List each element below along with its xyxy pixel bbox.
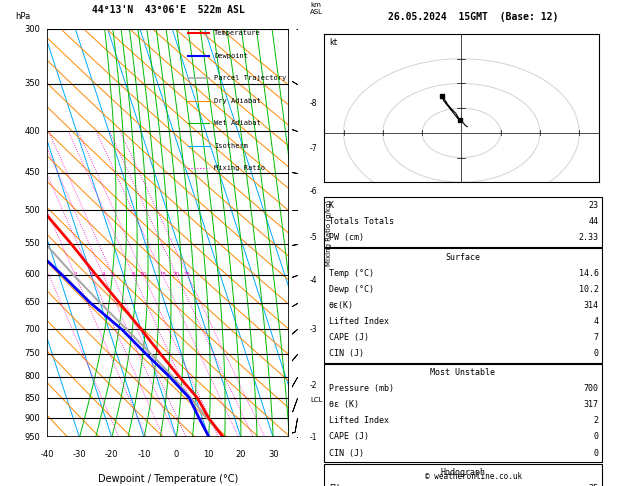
Text: 550: 550 — [24, 239, 40, 248]
Text: -30: -30 — [73, 450, 86, 459]
Text: 500: 500 — [24, 206, 40, 215]
Text: 850: 850 — [24, 394, 40, 402]
Text: CIN (J): CIN (J) — [329, 349, 364, 358]
Text: -20: -20 — [105, 450, 118, 459]
Text: 4: 4 — [101, 272, 105, 277]
Text: 800: 800 — [24, 372, 40, 381]
Text: θε(K): θε(K) — [329, 301, 354, 310]
Text: CAPE (J): CAPE (J) — [329, 333, 369, 342]
Text: 5: 5 — [111, 272, 114, 277]
Text: Temperature: Temperature — [214, 30, 261, 36]
Text: 2: 2 — [73, 272, 77, 277]
Text: 7: 7 — [594, 333, 599, 342]
Text: 2.33: 2.33 — [579, 233, 599, 242]
Text: 15: 15 — [159, 272, 166, 277]
Text: 30: 30 — [268, 450, 279, 459]
Text: 23: 23 — [589, 201, 599, 210]
Text: CAPE (J): CAPE (J) — [329, 433, 369, 441]
Text: Hodograph: Hodograph — [440, 468, 486, 477]
Text: CIN (J): CIN (J) — [329, 449, 364, 457]
Text: 314: 314 — [584, 301, 599, 310]
Text: EH: EH — [329, 484, 339, 486]
Text: Totals Totals: Totals Totals — [329, 217, 394, 226]
Text: 8: 8 — [131, 272, 135, 277]
Text: Surface: Surface — [445, 253, 481, 261]
Text: 25: 25 — [184, 272, 191, 277]
Text: 300: 300 — [24, 25, 40, 34]
Text: Dewp (°C): Dewp (°C) — [329, 285, 374, 294]
Text: Isotherm: Isotherm — [214, 142, 248, 149]
Text: PW (cm): PW (cm) — [329, 233, 364, 242]
Text: Dry Adiabat: Dry Adiabat — [214, 98, 261, 104]
Text: Lifted Index: Lifted Index — [329, 417, 389, 425]
Text: 10: 10 — [140, 272, 147, 277]
Text: -3: -3 — [310, 325, 318, 334]
Text: 14.6: 14.6 — [579, 269, 599, 278]
Text: 0: 0 — [174, 450, 179, 459]
Text: kt: kt — [330, 38, 338, 48]
Text: 44°13'N  43°06'E  522m ASL: 44°13'N 43°06'E 522m ASL — [92, 5, 245, 15]
Text: 20: 20 — [236, 450, 246, 459]
Text: Lifted Index: Lifted Index — [329, 317, 389, 326]
Text: 26.05.2024  15GMT  (Base: 12): 26.05.2024 15GMT (Base: 12) — [388, 12, 559, 22]
Text: -6: -6 — [310, 188, 318, 196]
Text: 650: 650 — [24, 298, 40, 308]
Text: Dewpoint: Dewpoint — [214, 52, 248, 59]
Text: Most Unstable: Most Unstable — [430, 368, 496, 377]
Text: 317: 317 — [584, 400, 599, 409]
Text: -4: -4 — [310, 276, 318, 285]
Text: hPa: hPa — [15, 12, 31, 21]
Text: 25: 25 — [589, 484, 599, 486]
Text: 2: 2 — [594, 417, 599, 425]
Text: -10: -10 — [137, 450, 151, 459]
Text: 44: 44 — [589, 217, 599, 226]
Text: 950: 950 — [24, 433, 40, 442]
Text: 450: 450 — [24, 168, 40, 177]
Text: 400: 400 — [24, 126, 40, 136]
Text: -7: -7 — [310, 144, 318, 153]
Text: θε (K): θε (K) — [329, 400, 359, 409]
Text: 20: 20 — [173, 272, 180, 277]
Text: km
ASL: km ASL — [310, 2, 323, 15]
Text: 750: 750 — [24, 349, 40, 358]
Text: LCL: LCL — [310, 397, 323, 403]
Text: 0: 0 — [594, 349, 599, 358]
Text: Wet Adiabat: Wet Adiabat — [214, 120, 261, 126]
Text: 0: 0 — [594, 433, 599, 441]
Text: 3: 3 — [89, 272, 93, 277]
Text: -40: -40 — [40, 450, 54, 459]
Text: 350: 350 — [24, 79, 40, 88]
Text: Temp (°C): Temp (°C) — [329, 269, 374, 278]
Text: 700: 700 — [584, 384, 599, 393]
Text: Parcel Trajectory: Parcel Trajectory — [214, 75, 287, 81]
Text: Mixing Ratio (g/kg): Mixing Ratio (g/kg) — [325, 200, 332, 266]
Text: Pressure (mb): Pressure (mb) — [329, 384, 394, 393]
Text: 600: 600 — [24, 270, 40, 279]
Text: -1: -1 — [310, 433, 318, 442]
Text: 700: 700 — [24, 325, 40, 334]
Text: K: K — [329, 201, 334, 210]
Text: 4: 4 — [594, 317, 599, 326]
Text: Mixing Ratio: Mixing Ratio — [214, 165, 265, 171]
Text: 900: 900 — [24, 414, 40, 423]
Text: 10: 10 — [203, 450, 214, 459]
Text: 0: 0 — [594, 449, 599, 457]
Text: 10.2: 10.2 — [579, 285, 599, 294]
Text: -2: -2 — [310, 381, 318, 390]
Text: -5: -5 — [310, 233, 318, 242]
Text: © weatheronline.co.uk: © weatheronline.co.uk — [425, 472, 522, 481]
Text: -8: -8 — [310, 99, 318, 108]
Text: Dewpoint / Temperature (°C): Dewpoint / Temperature (°C) — [98, 474, 238, 484]
